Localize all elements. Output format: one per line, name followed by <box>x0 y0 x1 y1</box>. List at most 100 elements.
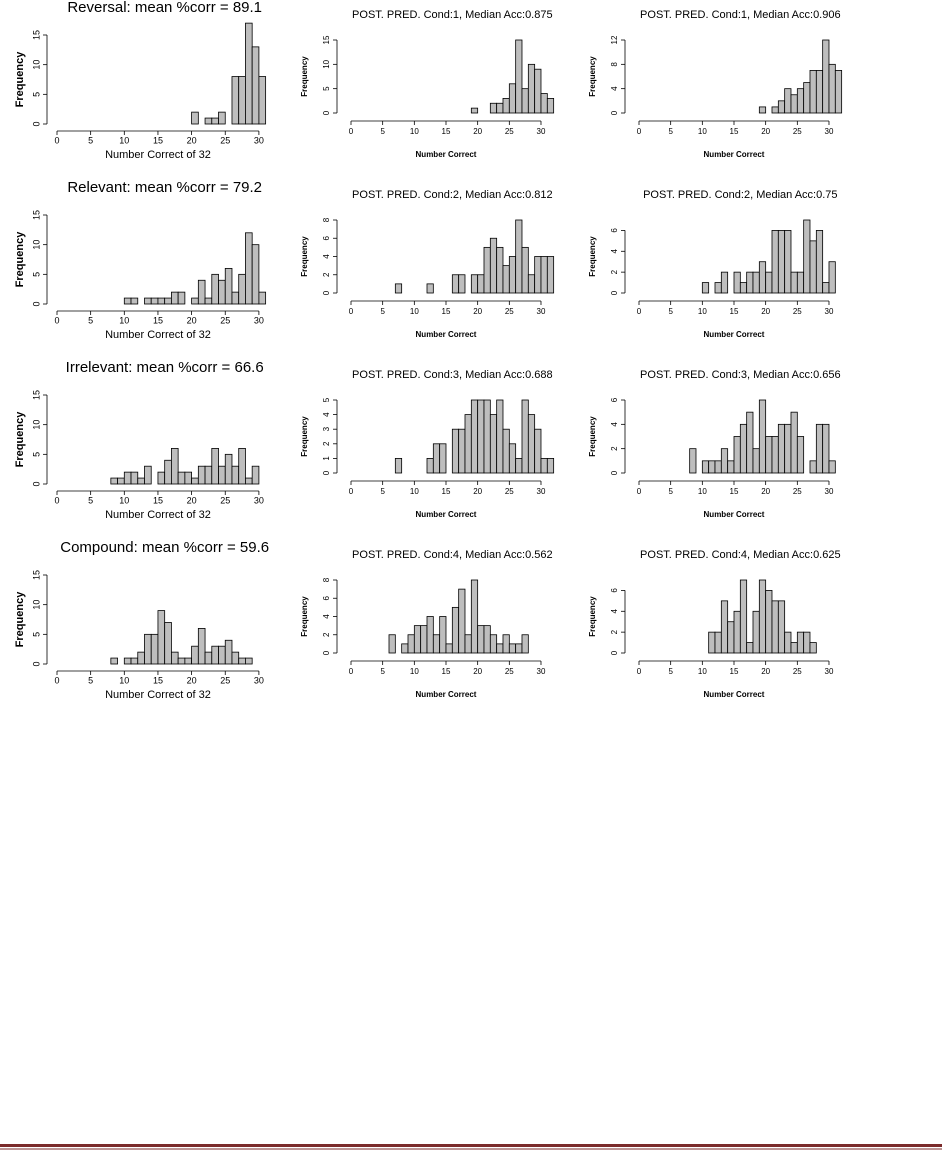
chart-title: Reversal: mean %corr = 89.1 <box>67 0 262 16</box>
x-tick-label: 5 <box>88 315 93 325</box>
histogram-bar <box>815 230 824 294</box>
x-tick-label: 0 <box>349 127 354 136</box>
histogram-bar <box>834 70 843 114</box>
histogram-bar <box>496 643 504 654</box>
histogram-bar <box>426 457 434 474</box>
histogram-bar <box>758 261 767 294</box>
y-tick-label: 0 <box>31 301 41 306</box>
y-tick-label: 2 <box>610 269 619 274</box>
x-tick-label: 15 <box>153 315 163 325</box>
y-axis-label: Frequency <box>300 236 309 277</box>
chart-title: POST. PRED. Cond:4, Median Acc:0.625 <box>640 549 841 561</box>
histogram-bar <box>470 107 479 114</box>
histogram-bar <box>777 230 786 294</box>
histogram-bar <box>470 579 479 654</box>
histogram-bar <box>144 297 152 305</box>
histogram-bar <box>171 291 179 305</box>
histogram-bar <box>464 414 472 474</box>
histogram-bar <box>445 643 453 654</box>
y-tick-label: 0 <box>610 650 619 655</box>
histogram-bar <box>218 465 226 485</box>
histogram-bar <box>231 291 240 305</box>
histogram-bar <box>784 423 792 474</box>
y-axis-label: Frequency <box>14 231 26 288</box>
x-tick-label: 25 <box>505 487 514 496</box>
x-tick-label: 30 <box>537 307 546 316</box>
y-axis-label: Frequency <box>14 591 26 648</box>
histogram-bar <box>515 457 523 474</box>
histogram-bar <box>765 271 773 294</box>
x-tick-label: 0 <box>349 667 354 676</box>
histogram-bar <box>110 657 118 665</box>
y-tick-label: 15 <box>31 30 41 40</box>
histogram-bar <box>150 297 159 305</box>
histogram-bar <box>130 657 139 665</box>
x-tick-label: 0 <box>637 127 642 136</box>
x-tick-label: 30 <box>825 127 834 136</box>
x-axis-label: Number Correct <box>416 690 477 699</box>
histogram-bar <box>784 88 792 114</box>
histogram-bar <box>483 246 491 294</box>
y-axis-label: Frequency <box>14 411 26 468</box>
y-tick-label: 6 <box>610 397 619 402</box>
x-tick-label: 10 <box>119 135 129 145</box>
x-tick-label: 0 <box>54 135 59 145</box>
histogram-bar <box>765 436 773 474</box>
x-tick-label: 25 <box>220 675 230 685</box>
histogram-bar <box>796 631 805 654</box>
histogram-bar <box>521 399 529 474</box>
histogram-bar <box>733 436 741 474</box>
y-tick-label: 15 <box>31 390 41 400</box>
x-tick-label: 10 <box>698 307 707 316</box>
histogram-bar <box>777 423 786 474</box>
histogram-bar <box>238 76 246 125</box>
histogram-bar <box>137 477 145 485</box>
histogram-bar <box>727 621 735 654</box>
footer-rule-thin <box>0 1148 942 1150</box>
x-tick-label: 5 <box>380 667 385 676</box>
histogram-bar <box>809 70 817 114</box>
y-tick-label: 4 <box>610 86 619 91</box>
histogram-bar <box>508 83 517 114</box>
histogram-bar <box>191 297 199 305</box>
histogram-bar <box>502 634 510 654</box>
histogram-bar <box>739 282 748 294</box>
histogram-bar <box>739 423 748 474</box>
histogram-bar <box>164 297 172 305</box>
y-tick-label: 4 <box>322 412 331 417</box>
histogram-bar <box>204 651 213 665</box>
histogram-bar <box>701 282 710 294</box>
x-tick-label: 20 <box>473 667 482 676</box>
histogram-bar <box>211 273 219 305</box>
histogram-bar <box>110 477 118 485</box>
y-tick-label: 0 <box>322 290 331 295</box>
histogram-bar <box>822 282 830 294</box>
x-tick-label: 15 <box>153 135 163 145</box>
histogram-bar <box>470 274 479 294</box>
x-tick-label: 15 <box>442 127 451 136</box>
histogram-bar <box>546 457 555 474</box>
histogram-bar <box>171 447 179 485</box>
x-tick-label: 5 <box>668 307 673 316</box>
histogram-bar <box>211 447 219 485</box>
histogram-bar <box>527 63 536 114</box>
y-axis-label: Frequency <box>588 56 597 97</box>
histogram-bar <box>394 283 403 294</box>
x-tick-label: 15 <box>442 307 451 316</box>
histogram-bar <box>483 625 491 654</box>
y-tick-label: 10 <box>322 59 331 68</box>
histogram-bar <box>720 448 729 474</box>
x-tick-label: 5 <box>668 487 673 496</box>
x-tick-label: 10 <box>410 487 419 496</box>
x-axis-label: Number Correct <box>416 330 477 339</box>
histogram-bar <box>130 297 139 305</box>
x-tick-label: 10 <box>410 127 419 136</box>
histogram-bar <box>521 88 529 114</box>
histogram-bar <box>733 271 741 294</box>
y-tick-label: 5 <box>31 92 41 97</box>
x-tick-label: 15 <box>153 495 163 505</box>
y-tick-label: 4 <box>322 254 331 259</box>
histogram-bar <box>746 642 754 654</box>
x-tick-label: 15 <box>730 667 739 676</box>
